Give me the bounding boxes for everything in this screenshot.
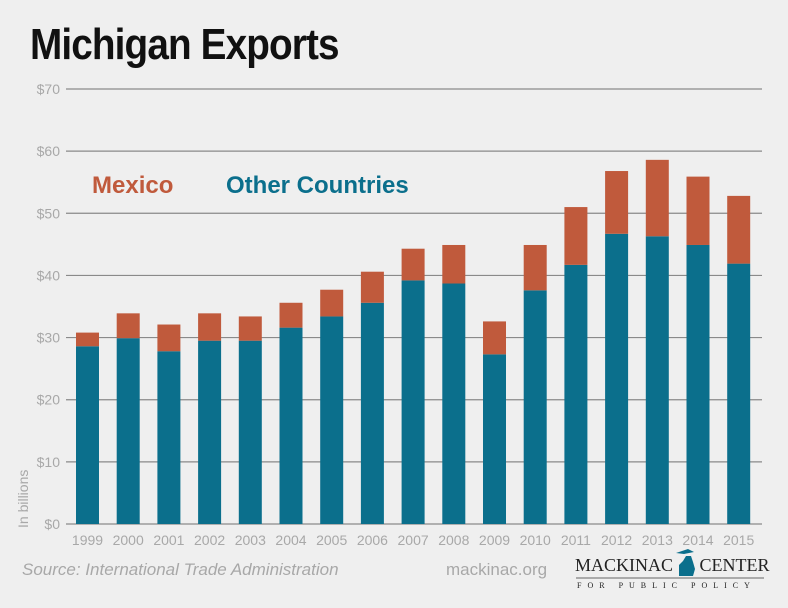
bar-mexico: [238, 316, 262, 341]
bar-mexico: [320, 289, 344, 317]
site-url: mackinac.org: [446, 560, 548, 579]
bar-mexico: [564, 207, 588, 265]
source-note: Source: International Trade Administrati…: [22, 560, 339, 579]
bar-mexico: [116, 313, 140, 339]
y-tick-label: $50: [37, 205, 61, 221]
x-tick-label: 2010: [520, 532, 551, 548]
y-tick-label: $70: [37, 81, 61, 97]
bar-mexico: [360, 271, 384, 303]
chart-title: Michigan Exports: [30, 20, 340, 69]
y-tick-label: $10: [37, 454, 61, 470]
bar-other-countries: [727, 263, 751, 524]
bar-other-countries: [645, 236, 669, 524]
bar-mexico: [605, 171, 629, 234]
y-axis-label: In billions: [15, 470, 31, 528]
mackinac-logo: MACKINAC CENTER FOR PUBLIC POLICY: [575, 553, 775, 597]
bar-other-countries: [279, 327, 303, 524]
bar-mexico: [483, 321, 506, 355]
bar-other-countries: [76, 346, 99, 524]
x-tick-label: 2014: [682, 532, 713, 548]
x-tick-label: 2015: [723, 532, 754, 548]
bar-other-countries: [360, 302, 384, 524]
bar-mexico: [727, 195, 751, 264]
x-tick-label: 2013: [642, 532, 673, 548]
bar-mexico: [401, 248, 425, 281]
x-tick-label: 2012: [601, 532, 632, 548]
bar-mexico: [686, 176, 710, 245]
bar-mexico: [157, 324, 181, 352]
x-tick-label: 2006: [357, 532, 388, 548]
x-tick-label: 1999: [72, 532, 103, 548]
bar-mexico: [523, 244, 547, 291]
x-tick-label: 2005: [316, 532, 347, 548]
bar-other-countries: [320, 316, 344, 524]
bar-other-countries: [157, 351, 181, 524]
legend-mexico: Mexico: [92, 172, 173, 199]
y-tick-label: $20: [37, 392, 61, 408]
x-tick-label: 2000: [113, 532, 144, 548]
bar-other-countries: [483, 354, 506, 524]
x-tick-label: 2004: [275, 532, 306, 548]
bar-other-countries: [442, 283, 466, 524]
logo-main-text: MACKINAC CENTER: [575, 555, 770, 575]
michigan-logo-icon: [676, 549, 695, 576]
x-tick-label: 2009: [479, 532, 510, 548]
bar-mexico: [76, 332, 99, 347]
bar-mexico: [279, 302, 303, 328]
bar-other-countries: [605, 233, 629, 525]
bar-other-countries: [564, 264, 588, 524]
x-tick-label: 2002: [194, 532, 225, 548]
y-tick-label: $30: [37, 330, 61, 346]
y-tick-label: $0: [44, 516, 60, 532]
bar-mexico: [645, 159, 669, 237]
bar-mexico: [442, 244, 466, 284]
legend-other-countries: Other Countries: [226, 172, 409, 199]
bar-other-countries: [198, 340, 222, 524]
x-tick-label: 2001: [153, 532, 184, 548]
y-tick-label: $60: [37, 143, 61, 159]
y-tick-label: $40: [37, 267, 61, 283]
bar-other-countries: [523, 290, 547, 524]
x-tick-label: 2008: [438, 532, 469, 548]
bar-other-countries: [401, 280, 425, 524]
bar-other-countries: [686, 244, 710, 524]
logo-sub-text: FOR PUBLIC POLICY: [577, 581, 756, 590]
x-tick-label: 2007: [398, 532, 429, 548]
bar-other-countries: [116, 338, 140, 524]
x-tick-label: 2011: [561, 532, 591, 548]
x-tick-label: 2003: [235, 532, 266, 548]
bar-mexico: [198, 313, 222, 341]
bar-other-countries: [238, 340, 262, 524]
